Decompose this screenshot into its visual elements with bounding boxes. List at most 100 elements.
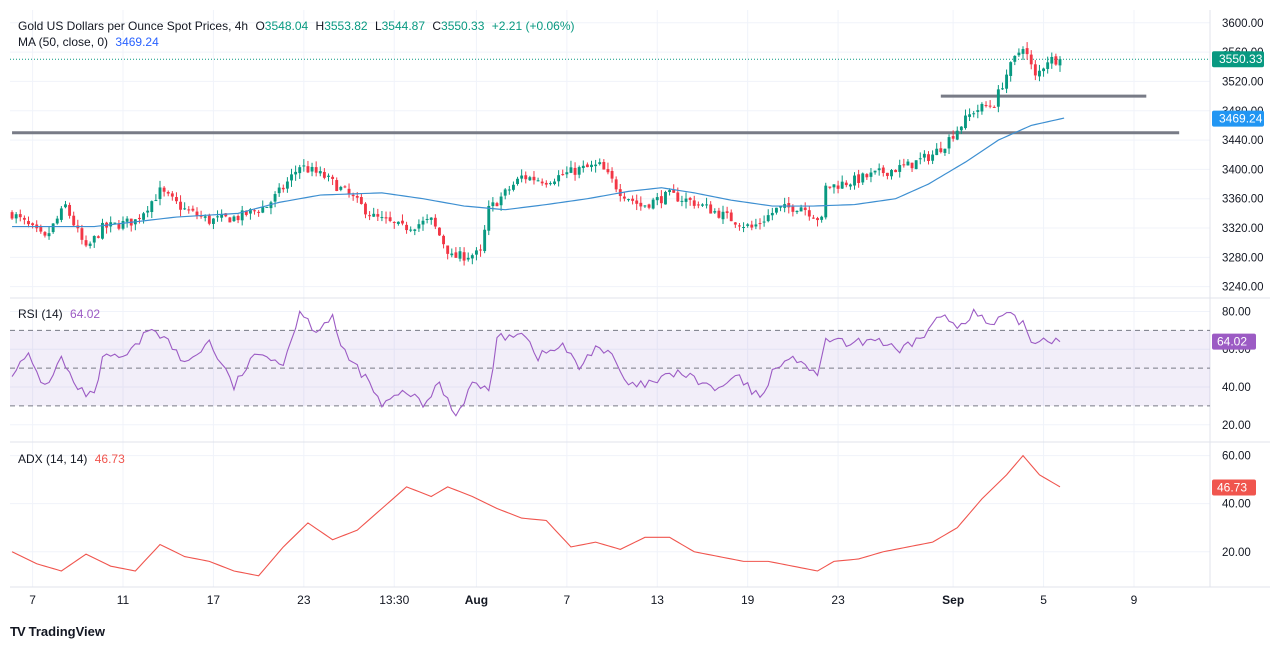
candle-body xyxy=(955,130,959,140)
candle-body xyxy=(980,103,984,112)
candle-body xyxy=(631,198,635,201)
candle-body xyxy=(203,216,207,218)
candle-body xyxy=(117,224,121,229)
low-label: L xyxy=(374,19,382,33)
candle-body xyxy=(520,175,524,179)
time-axis-label: 7 xyxy=(29,593,36,607)
price-axis-label: 3320.00 xyxy=(1222,223,1264,235)
candle-body xyxy=(721,211,725,220)
candle-body xyxy=(491,202,495,207)
price-axis-label: 3600.00 xyxy=(1222,18,1264,30)
time-axis-label: 13:30 xyxy=(379,593,409,607)
candle-body xyxy=(483,229,487,252)
candle-body xyxy=(844,182,848,186)
candle-body xyxy=(614,179,618,190)
candle-body xyxy=(853,175,856,186)
close-value: 3550.33 xyxy=(441,19,485,33)
candle-body xyxy=(487,205,491,231)
candle-body xyxy=(146,210,150,213)
candle-body xyxy=(413,229,417,231)
adx-line[interactable] xyxy=(11,454,1061,577)
candle-body xyxy=(622,196,626,199)
time-axis-label: Aug xyxy=(465,593,488,607)
candle-body xyxy=(265,206,269,208)
candle-body xyxy=(565,172,569,175)
low-value: 3544.87 xyxy=(381,19,426,33)
candle-body xyxy=(577,167,581,175)
candle-body xyxy=(873,170,877,173)
high-value: 3553.82 xyxy=(324,19,368,33)
candle-body xyxy=(331,176,335,179)
candle-body xyxy=(290,174,293,181)
candle-body xyxy=(816,218,819,221)
candle-body xyxy=(602,161,606,170)
candle-body xyxy=(495,203,499,207)
candle-body xyxy=(499,196,503,206)
candle-body xyxy=(31,223,35,226)
candle-body xyxy=(347,188,351,194)
candle-body xyxy=(84,240,88,246)
candle-body xyxy=(507,189,511,191)
candle-body xyxy=(281,187,285,190)
candle-body xyxy=(569,167,573,173)
candle-body xyxy=(881,167,885,174)
candle-body xyxy=(236,215,240,221)
candle-body xyxy=(1046,62,1050,69)
candle-body xyxy=(92,236,96,243)
candle-body xyxy=(869,172,873,177)
rsi-badge-bg xyxy=(1212,333,1256,350)
candle-body xyxy=(359,197,363,204)
candle-body xyxy=(746,224,750,226)
candle-body xyxy=(643,205,647,207)
candle-body xyxy=(1038,70,1041,77)
candle-body xyxy=(696,204,700,206)
price-axis-label: 3360.00 xyxy=(1222,194,1264,206)
candle-body xyxy=(1054,56,1058,65)
candle-body xyxy=(310,166,314,172)
candle-body xyxy=(503,189,507,196)
rsi-line[interactable] xyxy=(11,308,1061,417)
candle-body xyxy=(421,220,425,225)
open-label: O xyxy=(255,19,265,33)
candle-body xyxy=(762,221,766,223)
candle-body xyxy=(446,245,450,254)
candle-body xyxy=(976,110,980,112)
candle-body xyxy=(195,211,199,216)
symbol-title: Gold US Dollars per Ounce Spot Prices, 4… xyxy=(18,19,249,33)
ma-line[interactable] xyxy=(12,117,1065,228)
rsi-axis-label: 20.00 xyxy=(1222,420,1251,432)
candle-body xyxy=(257,211,261,213)
candle-body xyxy=(1013,55,1017,62)
time-axis-label: 17 xyxy=(207,593,221,607)
candle-body xyxy=(717,210,721,218)
candle-body xyxy=(355,195,359,198)
candle-body xyxy=(248,209,252,214)
open-value: 3548.04 xyxy=(264,19,309,33)
candle-body xyxy=(1017,52,1021,56)
candle-body xyxy=(405,224,409,231)
candle-body xyxy=(479,249,482,251)
candle-body xyxy=(947,137,951,149)
candle-body xyxy=(701,204,704,206)
candle-body xyxy=(939,148,943,153)
high-label: H xyxy=(315,19,325,33)
candle-body xyxy=(964,115,967,129)
candle-body xyxy=(688,197,692,200)
candle-body xyxy=(799,207,803,212)
candle-body xyxy=(125,218,129,222)
candle-body xyxy=(376,214,380,217)
candle-body xyxy=(261,207,265,213)
time-axis-label: 13 xyxy=(651,593,665,607)
candle-body xyxy=(339,186,343,190)
candle-body xyxy=(183,208,187,210)
candle-body xyxy=(96,236,100,238)
rsi-badge: 64.02 xyxy=(1217,335,1247,349)
candle-body xyxy=(709,204,713,214)
tradingview-logo[interactable]: TV TradingView xyxy=(10,624,105,639)
candle-body xyxy=(244,210,248,215)
candle-body xyxy=(392,222,396,224)
candle-body xyxy=(314,167,318,173)
candle-body xyxy=(672,189,676,193)
candle-body xyxy=(581,165,585,169)
